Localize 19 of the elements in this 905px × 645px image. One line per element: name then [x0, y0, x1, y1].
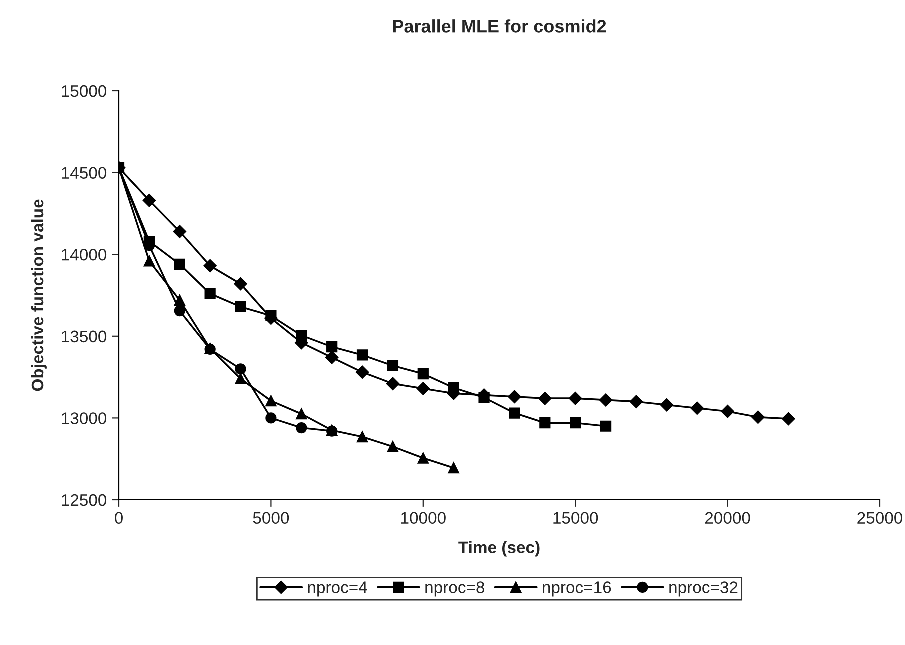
- x-tick-label: 20000: [705, 512, 750, 524]
- legend-label: nproc=4: [308, 582, 368, 597]
- chart-title: Parallel MLE for cosmid2: [393, 20, 606, 33]
- x-tick-label: 25000: [858, 512, 903, 524]
- y-tick-label: 13000: [62, 412, 107, 424]
- legend-label: nproc=8: [426, 582, 485, 597]
- y-tick-label: 14000: [62, 249, 107, 261]
- x-axis-title: Time (sec): [458, 541, 540, 557]
- y-axis-title: Objective function value: [31, 200, 47, 392]
- x-tick-label: 5000: [253, 512, 290, 524]
- x-tick-label: 0: [115, 512, 123, 524]
- y-tick-label: 13500: [62, 330, 107, 343]
- y-tick-label: 12500: [62, 494, 107, 506]
- legend-label: nproc=16: [543, 582, 612, 597]
- x-tick-label: 10000: [402, 512, 446, 524]
- x-tick-label: 15000: [554, 512, 598, 524]
- y-tick-label: 15000: [62, 85, 107, 98]
- legend-label: nproc=32: [670, 582, 738, 597]
- y-tick-label: 14500: [62, 167, 107, 180]
